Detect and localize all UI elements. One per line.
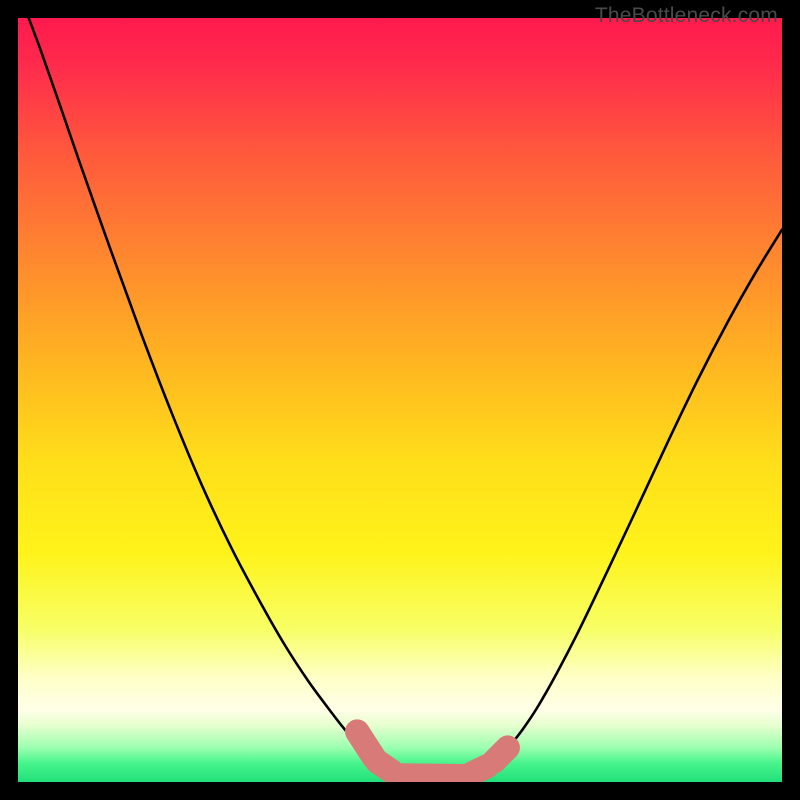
chart-frame: TheBottleneck.com — [0, 0, 800, 800]
watermark-text: TheBottleneck.com — [595, 4, 778, 28]
gradient-background — [18, 18, 782, 782]
marker-capsule-4 — [494, 748, 508, 762]
plot-area — [18, 18, 782, 782]
bottleneck-curve-chart — [18, 18, 782, 782]
marker-capsule-2 — [398, 776, 464, 777]
